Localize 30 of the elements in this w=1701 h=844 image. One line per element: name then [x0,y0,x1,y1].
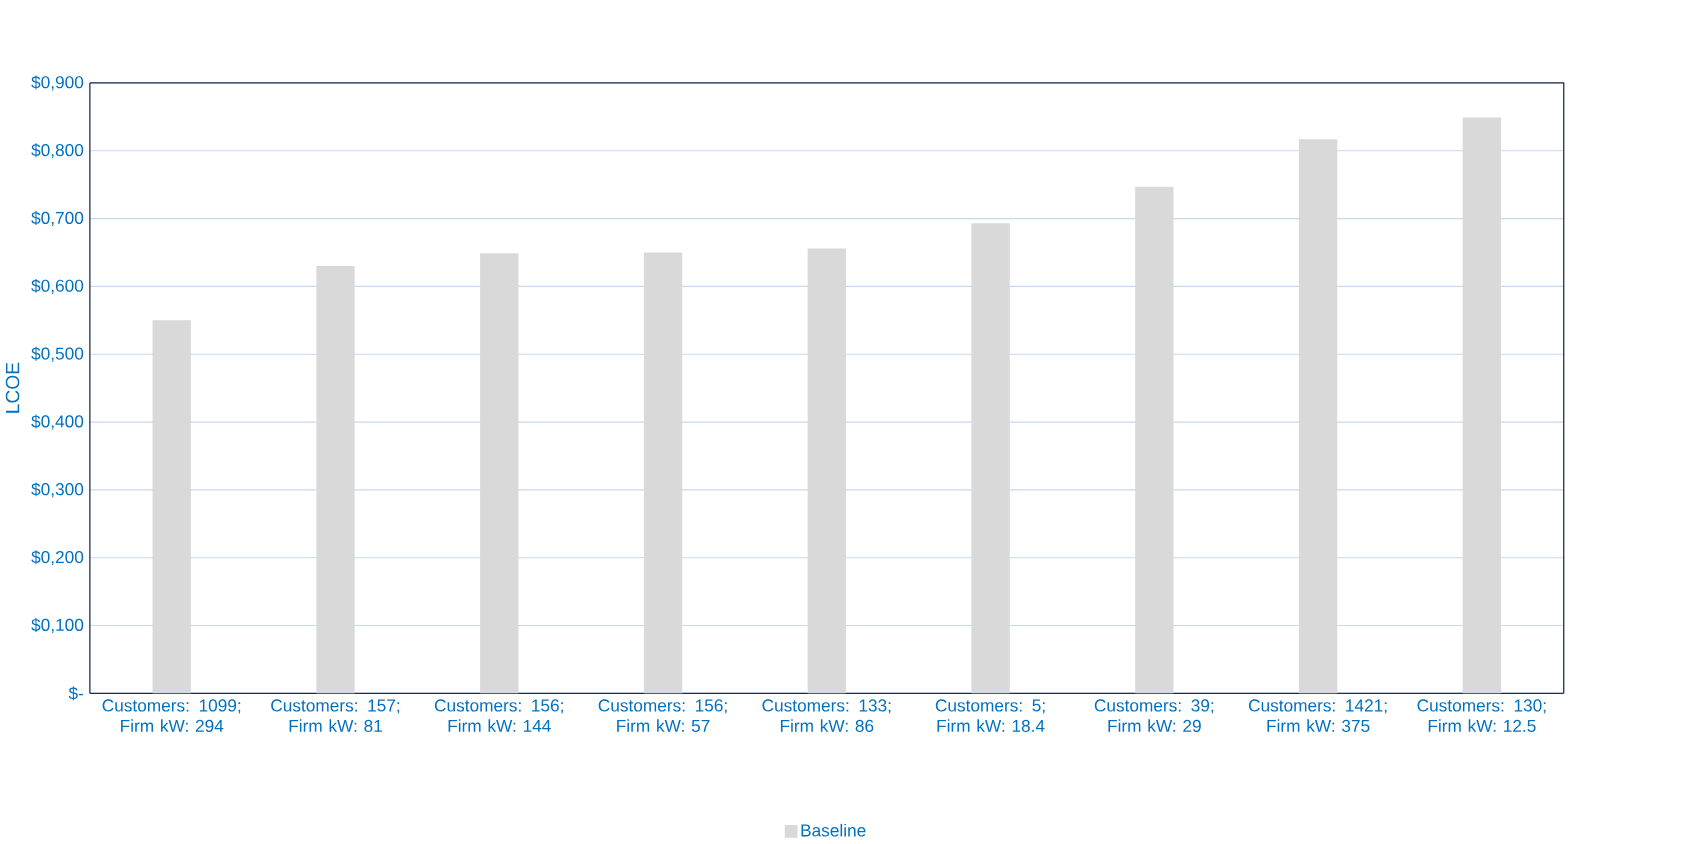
x-tick-label: Customers: 156; Firm kW: 144 [434,699,563,732]
y-tick-label: $0,700 [31,211,84,227]
y-tick-label: $0,800 [31,143,84,159]
y-tick-label: $0,100 [31,618,84,633]
y-tick-label: $0,200 [31,550,84,566]
bar [480,253,519,694]
bar [316,266,355,694]
x-tick-label: Customers: 157; Firm kW: 81 [271,699,400,732]
x-tick-label: Customers: 130; Firm kW: 12.5 [1417,699,1546,732]
bar [1462,117,1502,694]
bar [971,223,1010,694]
bar [1298,139,1338,694]
y-tick-label: $0,500 [31,346,84,362]
x-tick-label: Customers: 1099; Firm kW: 294 [102,699,241,732]
y-tick-label: $0,600 [31,278,84,294]
x-tick-label: Customers: 156; Firm kW: 57 [598,699,727,732]
x-tick-label: Customers: 39; Firm kW: 29 [1094,699,1214,732]
x-tick-label: Customers: 133; Firm kW: 86 [762,699,891,732]
y-axis-title: LCOE [5,362,20,413]
bar [643,252,683,694]
legend-label: Baseline [801,823,866,837]
y-tick-label: $0,400 [31,414,84,430]
y-tick-label: $- [68,686,84,701]
bar [1135,186,1174,694]
bar [807,248,846,694]
y-tick-label: $0,900 [31,75,84,91]
bar [152,320,191,694]
x-tick-label: Customers: 1421; Firm kW: 375 [1248,699,1387,732]
y-tick-label: $0,300 [31,482,84,498]
x-tick-label: Customers: 5; Firm kW: 18.4 [935,699,1045,732]
